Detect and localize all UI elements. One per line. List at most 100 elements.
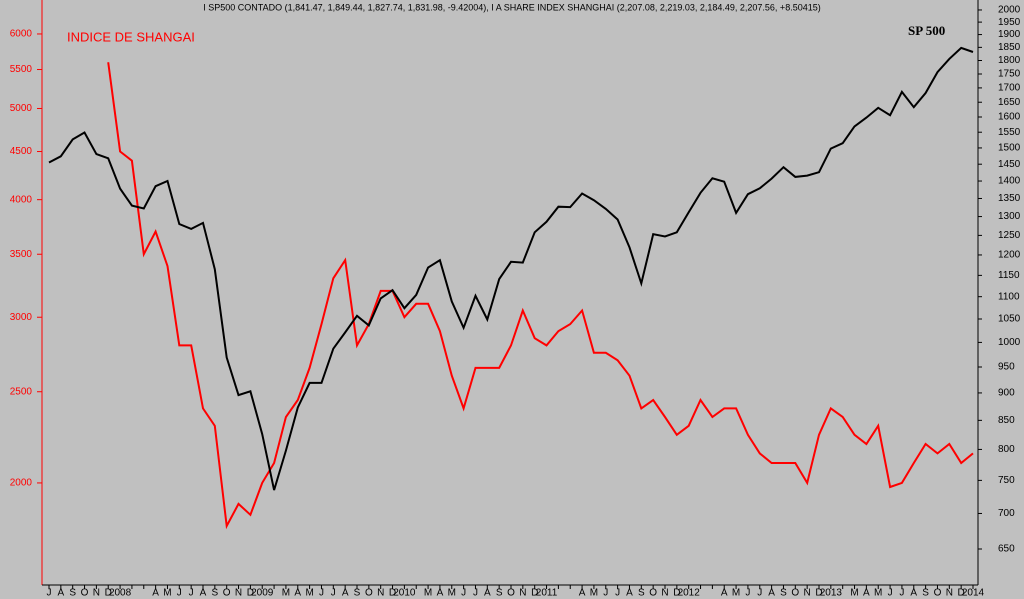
x-tick-label: M (874, 588, 882, 599)
x-tick-label: 2011 (536, 588, 558, 599)
annotation: SP 500 (908, 23, 945, 38)
x-tick-label: D (531, 588, 538, 599)
y2-tick-label: 950 (998, 362, 1015, 373)
x-tick-label: J (319, 588, 324, 599)
x-tick-label: O (507, 588, 515, 599)
y2-tick-label: 1750 (998, 69, 1021, 80)
x-tick-label: M (448, 588, 456, 599)
x-tick-label: A (200, 588, 207, 599)
y-tick-label: 5500 (10, 64, 33, 75)
x-tick-label: J (603, 588, 608, 599)
x-tick-label: D (389, 588, 396, 599)
y-tick-label: 4000 (10, 194, 33, 205)
y2-tick-label: 1800 (998, 55, 1021, 66)
x-tick-label: M (590, 588, 598, 599)
y2-tick-label: 1850 (998, 42, 1021, 53)
x-tick-label: J (177, 588, 182, 599)
y-tick-label: 6000 (10, 29, 33, 40)
x-tick-label: S (212, 588, 219, 599)
x-tick-label: S (69, 588, 76, 599)
y2-tick-label: 700 (998, 508, 1015, 519)
x-tick-label: A (342, 588, 349, 599)
y-tick-label: 3000 (10, 312, 33, 323)
x-tick-label: O (934, 588, 942, 599)
x-tick-label: D (958, 588, 965, 599)
y-tick-label: 4500 (10, 146, 33, 157)
annotation: INDICE DE SHANGAI (67, 29, 195, 44)
x-tick-label: 2010 (393, 588, 416, 599)
x-tick-label: D (247, 588, 254, 599)
x-tick-label: J (888, 588, 893, 599)
x-tick-label: A (910, 588, 917, 599)
x-tick-label: 2009 (251, 588, 274, 599)
x-tick-label: 2013 (820, 588, 843, 599)
y-tick-label: 5000 (10, 103, 33, 114)
x-tick-label: N (377, 588, 384, 599)
x-tick-label: M (305, 588, 313, 599)
x-tick-label: O (223, 588, 231, 599)
y2-tick-label: 800 (998, 444, 1015, 455)
x-tick-label: J (461, 588, 466, 599)
x-tick-label: A (721, 588, 728, 599)
x-tick-label: M (163, 588, 171, 599)
x-tick-label: O (365, 588, 373, 599)
x-tick-label: M (282, 588, 290, 599)
x-tick-label: A (579, 588, 586, 599)
x-tick-label: J (473, 588, 478, 599)
x-tick-label: D (673, 588, 680, 599)
x-tick-label: N (661, 588, 668, 599)
y2-tick-label: 1300 (998, 211, 1021, 222)
x-tick-label: N (519, 588, 526, 599)
x-tick-label: A (58, 588, 65, 599)
y2-tick-label: 1200 (998, 250, 1021, 261)
y2-tick-label: 1700 (998, 83, 1021, 94)
series-line (107, 62, 974, 530)
y2-tick-label: 1950 (998, 17, 1021, 28)
y2-tick-label: 1900 (998, 29, 1021, 40)
series-line (48, 46, 974, 491)
x-tick-label: N (93, 588, 100, 599)
x-tick-label: O (81, 588, 89, 599)
x-tick-label: D (105, 588, 112, 599)
x-tick-label: S (638, 588, 645, 599)
y2-tick-label: 1350 (998, 193, 1021, 204)
x-tick-label: A (294, 588, 301, 599)
x-tick-label: J (757, 588, 762, 599)
y2-tick-label: 1100 (998, 291, 1020, 302)
x-tick-label: J (899, 588, 904, 599)
y2-tick-label: 1650 (998, 97, 1021, 108)
y2-tick-label: 1600 (998, 112, 1021, 123)
x-tick-label: M (732, 588, 740, 599)
y2-tick-label: 1000 (998, 337, 1021, 348)
x-tick-label: J (189, 588, 194, 599)
x-tick-label: J (745, 588, 750, 599)
x-tick-label: O (791, 588, 799, 599)
y-tick-label: 2500 (10, 386, 33, 397)
y2-tick-label: 1450 (998, 159, 1021, 170)
x-tick-label: S (922, 588, 929, 599)
y2-tick-label: 1550 (998, 127, 1021, 138)
y2-tick-label: 1400 (998, 176, 1021, 187)
y2-tick-label: 1150 (998, 270, 1020, 281)
x-tick-label: A (152, 588, 159, 599)
x-tick-label: S (496, 588, 503, 599)
x-tick-label: S (354, 588, 361, 599)
x-tick-label: 2008 (109, 588, 132, 599)
x-tick-label: D (815, 588, 822, 599)
x-tick-label: J (331, 588, 336, 599)
x-tick-label: M (424, 588, 432, 599)
y-tick-label: 3500 (10, 249, 33, 260)
x-tick-label: N (804, 588, 811, 599)
chart-title: I SP500 CONTADO (1,841.47, 1,849.44, 1,8… (203, 2, 820, 12)
x-tick-label: 2014 (962, 588, 985, 599)
y2-tick-label: 900 (998, 388, 1015, 399)
x-tick-label: O (649, 588, 657, 599)
x-tick-label: 2012 (678, 588, 701, 599)
x-tick-label: N (235, 588, 242, 599)
x-tick-label: A (437, 588, 444, 599)
x-tick-label: A (484, 588, 491, 599)
y2-tick-label: 1050 (998, 314, 1021, 325)
x-tick-label: A (863, 588, 870, 599)
